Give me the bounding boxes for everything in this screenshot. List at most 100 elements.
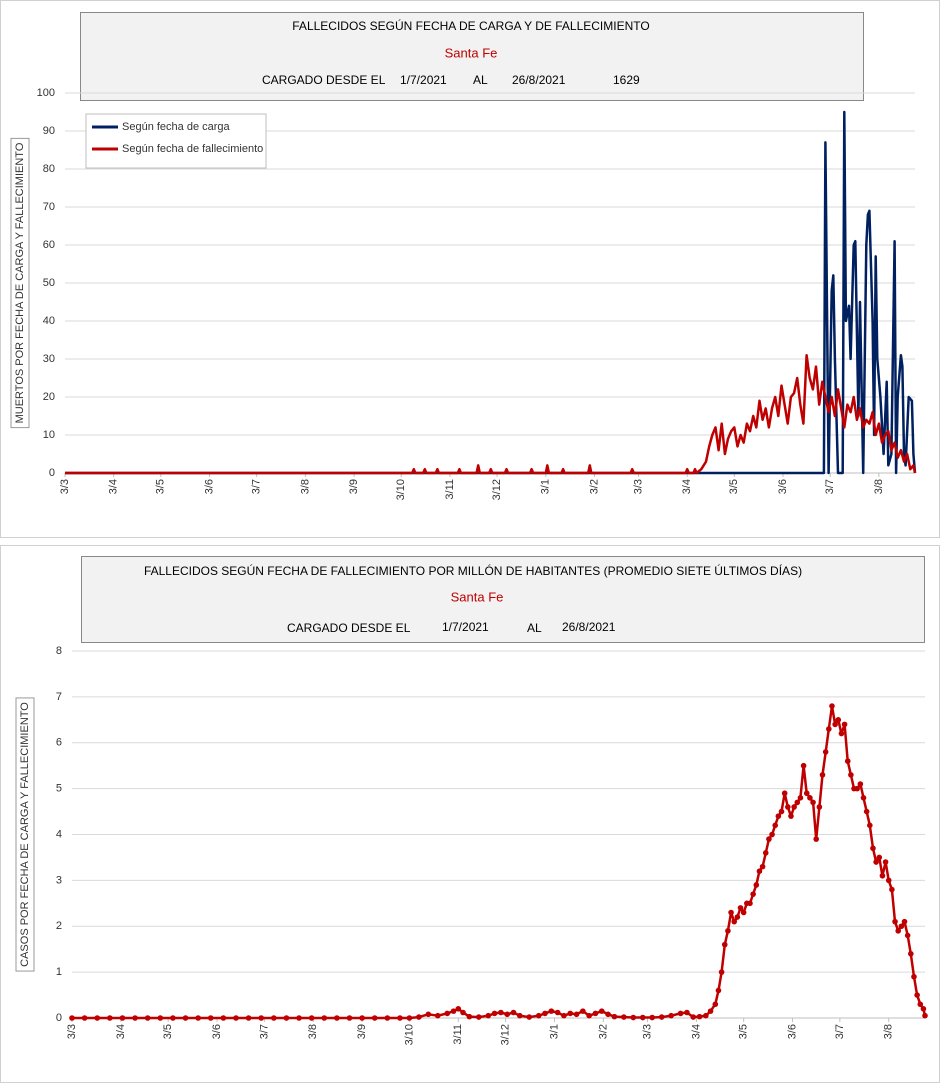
x-tick-label: 3/3 bbox=[641, 1024, 653, 1039]
point bbox=[346, 1015, 353, 1021]
point bbox=[867, 822, 873, 829]
point bbox=[775, 813, 782, 819]
point bbox=[406, 1015, 413, 1021]
x-tick-label: 3/7 bbox=[834, 1024, 846, 1039]
point bbox=[308, 1015, 315, 1021]
series-line bbox=[65, 110, 917, 475]
chart-title: FALLECIDOS SEGÚN FECHA DE FALLECIMIENTO … bbox=[144, 563, 802, 578]
point bbox=[580, 1008, 586, 1014]
point bbox=[863, 808, 870, 815]
x-tick-label: 3/4 bbox=[108, 479, 120, 494]
point bbox=[788, 813, 794, 819]
x-tick-label: 3/5 bbox=[738, 1024, 750, 1039]
point bbox=[857, 781, 864, 787]
point bbox=[800, 762, 807, 769]
point bbox=[832, 721, 838, 728]
point bbox=[182, 1015, 189, 1021]
point bbox=[829, 703, 835, 709]
y-label-box bbox=[15, 697, 35, 972]
point bbox=[649, 1014, 656, 1021]
y-tick-label: 50 bbox=[43, 277, 55, 289]
point bbox=[822, 749, 829, 755]
point bbox=[873, 859, 879, 865]
point bbox=[535, 1012, 542, 1019]
point bbox=[721, 941, 728, 948]
point bbox=[510, 1009, 517, 1016]
point bbox=[271, 1015, 277, 1021]
point bbox=[296, 1015, 302, 1021]
y-tick-label: 4 bbox=[56, 828, 62, 840]
point bbox=[491, 1010, 498, 1017]
x-tick-label: 3/10 bbox=[395, 479, 407, 500]
point bbox=[504, 1011, 510, 1018]
point bbox=[819, 772, 826, 778]
y-tick-label: 3 bbox=[56, 874, 62, 886]
point bbox=[81, 1015, 88, 1021]
point bbox=[803, 790, 810, 797]
point bbox=[712, 1001, 719, 1008]
point bbox=[807, 795, 813, 801]
x-tick-label: 3/8 bbox=[299, 479, 311, 494]
point bbox=[747, 900, 753, 907]
point bbox=[885, 877, 892, 884]
point bbox=[696, 1013, 703, 1020]
point bbox=[598, 1008, 605, 1014]
point bbox=[772, 822, 779, 829]
point bbox=[785, 804, 791, 810]
point bbox=[870, 845, 876, 852]
point bbox=[762, 850, 769, 856]
point bbox=[475, 1014, 482, 1020]
point bbox=[920, 1006, 927, 1012]
point bbox=[718, 969, 725, 975]
y-tick-label: 80 bbox=[43, 163, 55, 175]
point bbox=[321, 1015, 328, 1021]
x-tick-label: 3/3 bbox=[59, 479, 71, 494]
subtitle: Santa Fe bbox=[451, 589, 504, 604]
point bbox=[844, 758, 851, 764]
point bbox=[548, 1008, 555, 1014]
y-tick-label: 6 bbox=[56, 737, 62, 749]
point bbox=[460, 1009, 466, 1016]
y-tick-label: 2 bbox=[56, 920, 62, 932]
point bbox=[854, 785, 861, 792]
y-tick-label: 8 bbox=[56, 645, 62, 657]
x-tick-label: 3/8 bbox=[883, 1024, 895, 1039]
point bbox=[917, 1001, 924, 1008]
legend-box bbox=[85, 113, 267, 169]
y-axis-label: CASOS POR FECHA DE CARGA Y FALLECIMIENTO bbox=[19, 702, 31, 967]
x-tick-label: 3/3 bbox=[66, 1024, 78, 1039]
point bbox=[781, 790, 788, 797]
point bbox=[914, 992, 920, 998]
point bbox=[567, 1010, 574, 1017]
point bbox=[561, 1012, 567, 1019]
point bbox=[838, 730, 845, 737]
point bbox=[769, 831, 775, 838]
point bbox=[707, 1008, 714, 1014]
point bbox=[516, 1012, 523, 1019]
point bbox=[573, 1011, 580, 1018]
chart-title: FALLECIDOS SEGÚN FECHA DE CARGA Y DE FAL… bbox=[292, 18, 649, 33]
point bbox=[766, 836, 772, 842]
x-tick-label: 3/9 bbox=[356, 1024, 368, 1039]
y-tick-label: 70 bbox=[43, 201, 55, 213]
point bbox=[605, 1011, 611, 1018]
x-tick-label: 3/11 bbox=[444, 479, 456, 500]
point bbox=[233, 1015, 239, 1021]
point bbox=[621, 1014, 627, 1020]
point bbox=[794, 799, 801, 806]
point bbox=[554, 1009, 561, 1016]
point bbox=[444, 1010, 451, 1017]
point bbox=[94, 1015, 101, 1021]
point bbox=[791, 804, 797, 810]
point bbox=[860, 795, 867, 801]
point bbox=[639, 1014, 646, 1021]
point bbox=[170, 1015, 176, 1021]
y-tick-label: 1 bbox=[56, 966, 62, 978]
x-tick-label: 3/4 bbox=[681, 479, 693, 494]
y-tick-label: 0 bbox=[56, 1012, 62, 1024]
point bbox=[592, 1010, 599, 1017]
x-tick-label: 3/10 bbox=[403, 1024, 415, 1045]
point bbox=[466, 1013, 473, 1020]
point bbox=[731, 918, 738, 925]
point bbox=[434, 1012, 441, 1019]
